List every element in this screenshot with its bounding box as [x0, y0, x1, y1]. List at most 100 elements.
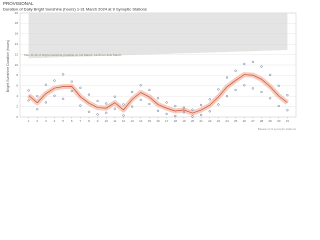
- x-tick-label: 27: [251, 119, 255, 123]
- x-tick-label: 21: [199, 119, 203, 123]
- x-tick-label: 22: [208, 119, 212, 123]
- station-point: [277, 84, 280, 87]
- annotation: Max 11.3h of bright sunshine possible on…: [24, 53, 122, 57]
- station-point: [27, 99, 30, 102]
- x-tick-label: 28: [260, 119, 264, 123]
- station-point: [27, 89, 30, 92]
- station-point: [269, 97, 272, 100]
- y-axis-label: Bright Sunshine Duration (hours): [6, 40, 10, 92]
- y-tick-label: 4: [16, 94, 18, 98]
- station-point: [225, 95, 229, 98]
- x-tick-label: 5: [62, 119, 64, 123]
- station-point: [53, 94, 56, 97]
- station-point: [131, 90, 134, 94]
- x-tick-label: 14: [139, 119, 143, 123]
- station-point: [234, 69, 237, 72]
- x-tick-label: 31: [286, 119, 290, 123]
- station-point: [70, 89, 73, 93]
- station-point: [36, 108, 39, 111]
- station-point: [208, 98, 211, 101]
- station-point: [79, 104, 82, 107]
- station-point: [62, 73, 65, 76]
- station-point: [225, 76, 229, 79]
- y-tick-label: 10: [15, 63, 19, 67]
- chart: PROVISIONAL Duration of Daily Bright Sun…: [3, 1, 297, 131]
- station-point: [156, 109, 160, 112]
- x-tick-label: 2: [36, 119, 38, 123]
- station-point: [96, 99, 99, 102]
- y-tick-label: 0: [16, 115, 18, 119]
- x-tick-label: 12: [122, 119, 126, 123]
- station-point: [156, 97, 160, 100]
- x-tick-label: 25: [234, 119, 238, 123]
- station-point: [87, 110, 91, 113]
- station-point: [277, 104, 280, 108]
- station-point: [217, 88, 220, 91]
- station-point: [122, 103, 125, 106]
- station-point: [182, 111, 185, 114]
- x-tick-label: 19: [182, 119, 186, 123]
- x-tick-label: 8: [88, 119, 90, 123]
- station-point: [234, 88, 237, 92]
- station-point: [182, 106, 185, 109]
- x-tick-label: 6: [71, 119, 73, 123]
- station-point: [286, 109, 289, 112]
- station-point: [44, 83, 47, 86]
- station-point: [96, 113, 99, 116]
- station-point: [44, 101, 47, 104]
- max-possible-area: [28, 13, 288, 59]
- footer: Based on 9 synoptic stations: [258, 127, 297, 131]
- station-point: [251, 60, 254, 63]
- station-point: [251, 87, 254, 90]
- y-tick-label: 16: [15, 32, 19, 36]
- station-point: [139, 84, 142, 87]
- y-tick-label: 8: [16, 73, 18, 77]
- x-tick-label: 3: [45, 119, 47, 123]
- station-point: [87, 93, 91, 96]
- station-point: [148, 102, 151, 106]
- station-point: [122, 114, 125, 117]
- x-tick-label: 16: [156, 119, 160, 123]
- y-tick-label: 2: [16, 104, 18, 108]
- x-tick-label: 13: [130, 119, 134, 123]
- x-tick-label: 18: [174, 119, 178, 123]
- station-point: [70, 80, 73, 83]
- x-tick-label: 1: [28, 119, 30, 123]
- x-tick-label: 4: [54, 119, 56, 123]
- station-point: [217, 103, 220, 106]
- station-point: [269, 73, 272, 76]
- mean-line: [28, 74, 288, 114]
- station-point: [200, 103, 203, 107]
- station-point: [191, 115, 194, 118]
- x-tick-label: 30: [277, 119, 281, 123]
- y-tick-label: 6: [16, 84, 18, 88]
- station-point: [191, 108, 194, 111]
- station-point: [113, 95, 116, 98]
- x-tick-label: 9: [97, 119, 99, 123]
- chart-header: PROVISIONAL: [3, 1, 34, 6]
- x-tick-label: 29: [268, 119, 272, 123]
- station-point: [208, 110, 211, 113]
- station-point: [174, 114, 177, 118]
- x-tick-label: 20: [191, 119, 195, 123]
- y-tick-label: 20: [15, 11, 19, 15]
- station-point: [139, 98, 142, 101]
- station-point: [36, 95, 39, 98]
- station-point: [243, 62, 246, 66]
- x-tick-label: 23: [217, 119, 221, 123]
- station-point: [148, 88, 151, 92]
- station-point: [105, 102, 108, 105]
- x-tick-label: 7: [80, 119, 82, 123]
- station-point: [79, 86, 82, 89]
- station-point: [105, 111, 108, 114]
- station-point: [260, 65, 263, 68]
- station-point: [286, 94, 289, 97]
- x-tick-label: 26: [243, 119, 247, 123]
- chart-title: Duration of Daily Bright Sunshine (hours…: [3, 7, 147, 12]
- y-tick-label: 14: [15, 42, 19, 46]
- x-tick-label: 17: [165, 119, 169, 123]
- x-tick-label: 15: [148, 119, 152, 123]
- y-tick-label: 18: [15, 21, 19, 25]
- station-point: [165, 112, 168, 115]
- station-point: [165, 101, 168, 104]
